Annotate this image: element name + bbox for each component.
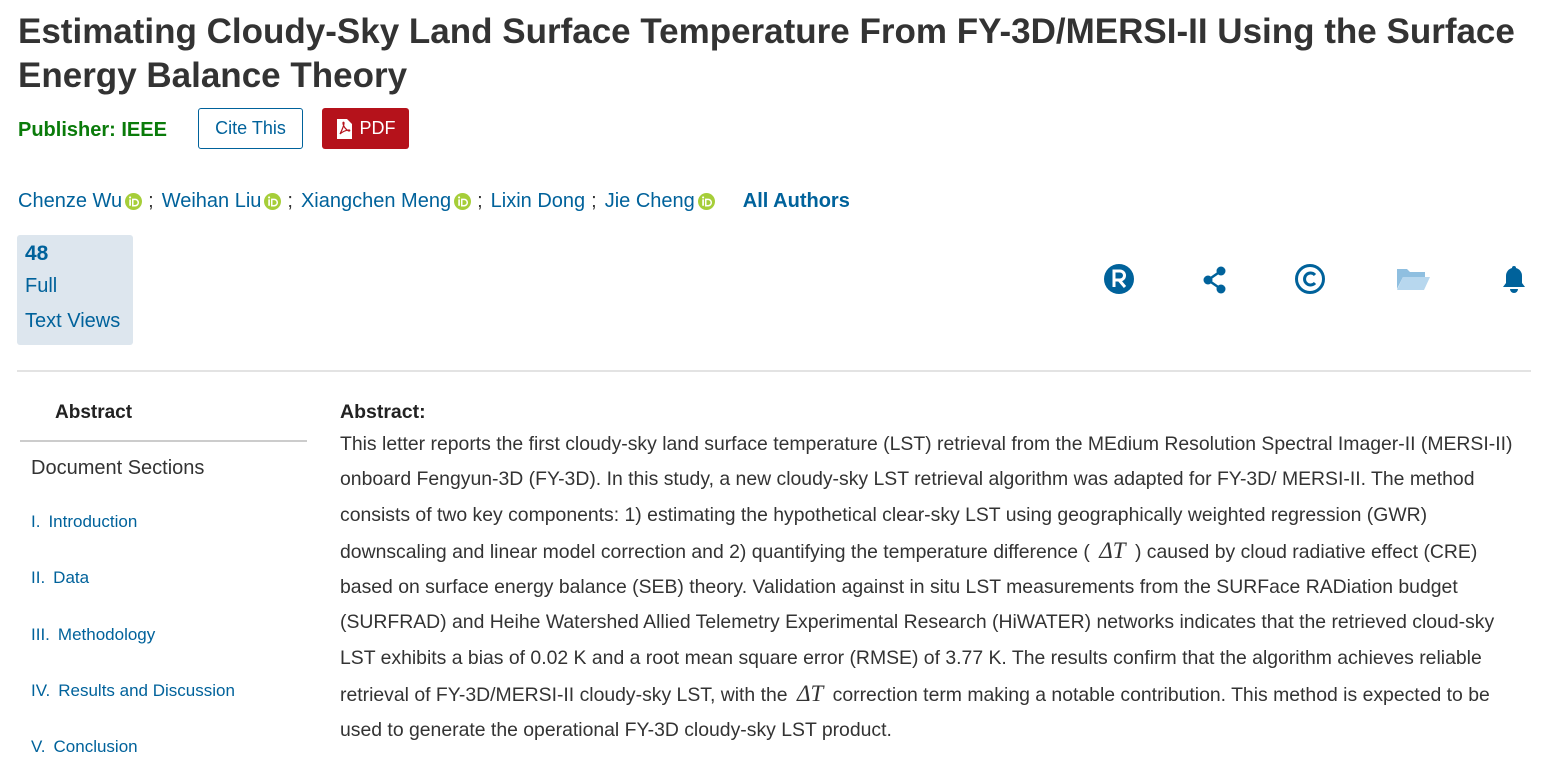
all-authors-link[interactable]: All Authors — [742, 190, 850, 212]
author-separator: ; — [287, 190, 293, 212]
section-link[interactable]: I. Introduction — [31, 512, 137, 532]
copyright-icon[interactable] — [1294, 263, 1326, 295]
author-separator: ; — [477, 190, 483, 212]
author-link[interactable]: Chenze Wu — [18, 190, 123, 212]
orcid-icon[interactable] — [125, 193, 143, 210]
author-list: Chenze Wu; Weihan Liu; Xiangchen Meng; Lixi… — [18, 190, 850, 213]
pdf-icon — [336, 118, 352, 139]
section-title: Methodology — [57, 624, 156, 644]
abstract-segment: ) caused by cloud radiative effect (CRE)… — [340, 540, 1495, 707]
article-title: Estimating Cloudy-Sky Land Surface Tempe… — [18, 12, 1515, 95]
metric-label: Full — [25, 275, 58, 297]
author-link[interactable]: Lixin Dong — [490, 190, 586, 212]
section-number: II. — [31, 568, 46, 588]
author-link[interactable]: Xiangchen Meng — [300, 190, 452, 212]
orcid-icon[interactable] — [264, 193, 282, 210]
math-symbol: ΔT — [1099, 537, 1126, 563]
author-separator: ; — [148, 190, 154, 212]
author-link[interactable]: Weihan Liu — [161, 190, 262, 212]
folder-icon[interactable] — [1395, 263, 1431, 295]
cite-button[interactable]: Cite This — [198, 108, 303, 149]
abstract-segment: correction term making a notable contrib… — [340, 684, 1490, 742]
section-number: V. — [31, 737, 46, 757]
alert-icon[interactable] — [1499, 263, 1529, 295]
section-link[interactable]: IV. Results and Discussion — [31, 681, 235, 701]
publisher-label: Publisher: — [18, 119, 116, 141]
share-icon[interactable] — [1201, 263, 1229, 295]
section-title: Conclusion — [53, 737, 138, 757]
section-title: Results and Discussion — [58, 680, 235, 700]
publisher: Publisher: IEEE — [18, 119, 167, 142]
section-link[interactable]: II. Data — [31, 568, 89, 588]
pdf-label: PDF — [359, 118, 396, 138]
math-symbol: ΔT — [796, 681, 824, 707]
section-title: Data — [53, 568, 90, 588]
abstract-heading: Abstract: — [340, 401, 426, 423]
abstract-text: This letter reports the first cloudy-sky… — [340, 427, 1525, 749]
nav-tab[interactable]: Abstract — [55, 402, 133, 423]
orcid-icon[interactable] — [454, 193, 472, 210]
divider — [17, 370, 1531, 372]
pdf-button[interactable]: PDF — [322, 108, 409, 149]
author-link[interactable]: Jie Cheng — [604, 190, 695, 212]
metric-count: 48 — [25, 242, 49, 265]
section-number: IV. — [31, 680, 51, 700]
abstract-segment: This letter reports the first cloudy-sky… — [340, 433, 1513, 563]
publisher-name: IEEE — [121, 119, 167, 141]
rights-icon[interactable] — [1103, 263, 1135, 295]
author-separator: ; — [591, 190, 597, 212]
metric-label: Text Views — [25, 310, 121, 332]
section-title: Introduction — [48, 512, 138, 531]
section-number: III. — [31, 624, 50, 644]
nav-heading: Document Sections — [31, 457, 205, 479]
section-link[interactable]: III. Methodology — [31, 625, 155, 645]
metric-box: 48 Full Text Views — [17, 235, 133, 345]
orcid-icon[interactable] — [697, 193, 715, 210]
section-link[interactable]: V. Conclusion — [31, 737, 138, 757]
nav-divider — [20, 440, 307, 442]
section-number: I. — [31, 512, 41, 531]
